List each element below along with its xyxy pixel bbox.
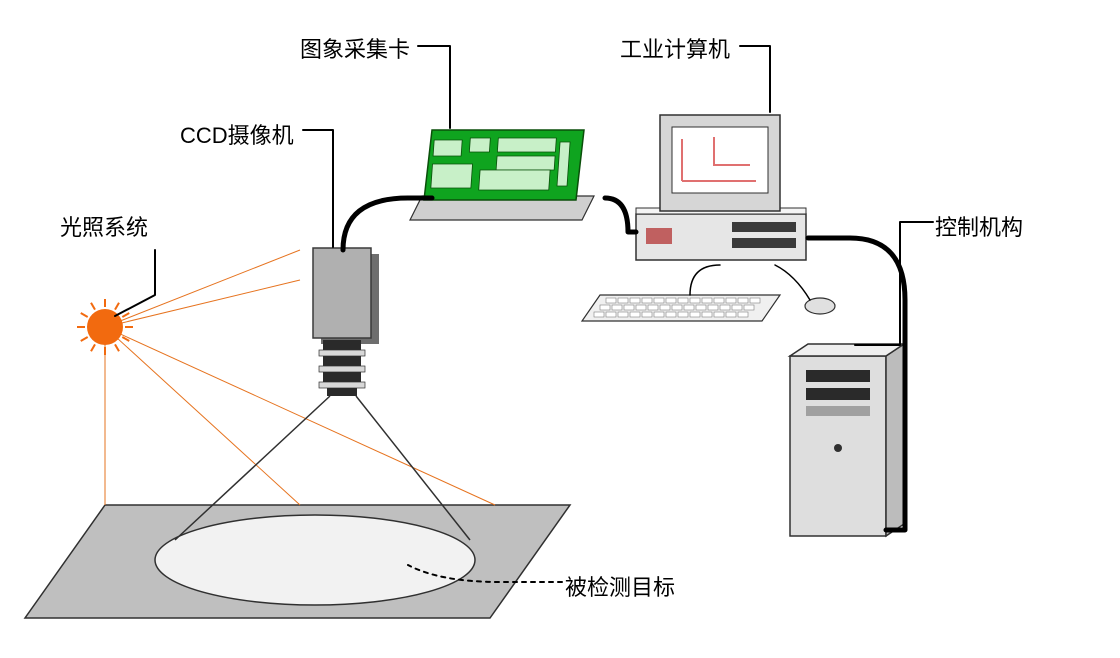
ccd-camera-icon (313, 248, 379, 396)
label-target: 被检测目标 (565, 570, 675, 602)
frame-grabber-icon (410, 130, 594, 220)
label-ccd-camera: CCD摄像机 (180, 118, 294, 150)
label-lighting-system: 光照系统 (60, 210, 148, 242)
light-rays (105, 250, 495, 505)
diagram-canvas: 光照系统 CCD摄像机 图象采集卡 工业计算机 控制机构 被检测目标 (0, 0, 1120, 658)
label-control-unit: 控制机构 (935, 210, 1023, 242)
sun-icon (77, 299, 133, 355)
diagram-svg (0, 0, 1120, 658)
label-frame-grabber: 图象采集卡 (300, 32, 410, 64)
camera-cone (175, 396, 470, 540)
platform (25, 505, 570, 618)
control-tower-icon (790, 344, 904, 536)
industrial-pc-icon (582, 115, 835, 321)
label-industrial-pc: 工业计算机 (620, 32, 730, 64)
